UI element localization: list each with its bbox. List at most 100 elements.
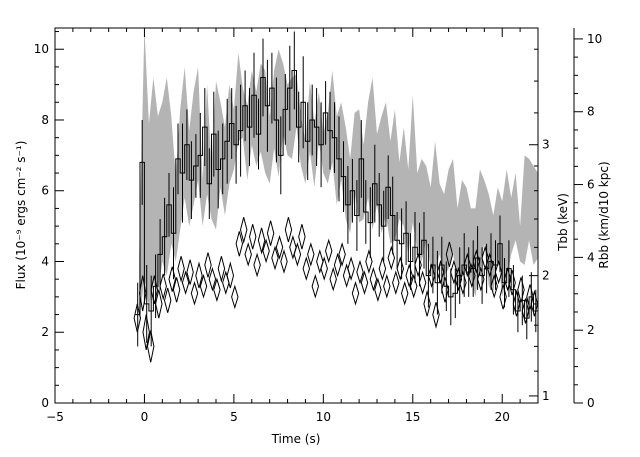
y-tick-label: 10 xyxy=(34,42,49,56)
radius-diamond-point xyxy=(217,256,226,283)
radius-diamond-point xyxy=(427,263,436,289)
radius-diamond-point xyxy=(530,289,539,317)
right-axis-t-title: Tbb (keV) xyxy=(556,193,570,252)
x-tick-label: −5 xyxy=(46,410,64,424)
radius-diamond-point xyxy=(298,224,306,250)
radius-diamond-layer xyxy=(133,217,539,363)
radius-diamond-point xyxy=(150,275,159,305)
radius-diamond-point xyxy=(133,303,142,333)
radius-diamond-point xyxy=(235,231,244,257)
radius-diamond-point xyxy=(190,280,199,306)
radius-diamond-point xyxy=(316,249,324,274)
radius-diamond-point xyxy=(333,252,342,278)
r-tick-label: 0 xyxy=(587,396,595,410)
r-tick-label: 8 xyxy=(587,105,595,119)
t-tick-label: 2 xyxy=(542,269,550,283)
radius-diamond-point xyxy=(365,249,373,274)
radius-diamond-point xyxy=(172,277,181,303)
radius-diamond-point xyxy=(378,256,387,281)
radius-diamond-point xyxy=(253,252,261,278)
radius-diamond-point xyxy=(239,217,248,244)
x-tick-label: 10 xyxy=(316,410,331,424)
radius-diamond-point xyxy=(168,266,176,292)
radius-diamond-point xyxy=(275,234,284,260)
radius-diamond-point xyxy=(414,252,422,278)
radius-diamond-point xyxy=(374,277,382,303)
t-tick-label: 1 xyxy=(542,389,550,403)
radius-diamond-point xyxy=(432,302,440,329)
radius-diamond-point xyxy=(383,273,391,299)
flux-step-line xyxy=(135,70,538,319)
radius-diamond-point xyxy=(490,273,498,299)
radius-diamond-point xyxy=(248,224,257,250)
radius-diamond-point xyxy=(177,256,185,283)
radius-diamond-point xyxy=(146,330,155,363)
radius-diamond-point xyxy=(142,314,150,350)
radius-diamond-point xyxy=(526,284,534,310)
radius-diamond-point xyxy=(338,242,346,267)
radius-diamond-point xyxy=(517,277,525,303)
x-axis-title: Time (s) xyxy=(271,432,321,446)
radius-diamond-point xyxy=(213,277,221,303)
radius-diamond-point xyxy=(405,263,413,289)
x-tick-label: 20 xyxy=(495,410,510,424)
radius-diamond-point xyxy=(347,256,355,281)
radius-diamond-point xyxy=(244,242,252,267)
radius-diamond-point xyxy=(293,242,302,267)
radius-diamond-point xyxy=(512,289,521,317)
radius-diamond-point xyxy=(485,252,494,278)
radius-diamond-point xyxy=(477,266,485,292)
radius-diamond-point xyxy=(311,273,320,299)
radius-diamond-point xyxy=(423,289,431,317)
radius-diamond-point xyxy=(521,298,530,324)
y-tick-label: 4 xyxy=(41,254,49,268)
radius-diamond-point xyxy=(302,256,311,281)
radius-diamond-point xyxy=(360,270,369,296)
radius-diamond-point xyxy=(284,217,293,243)
radius-diamond-point xyxy=(271,245,279,271)
radius-diamond-point xyxy=(320,256,328,281)
radius-diamond-point xyxy=(266,220,275,246)
radius-diamond-point xyxy=(454,266,463,292)
radius-diamond-point xyxy=(441,277,449,303)
radius-diamond-point xyxy=(307,242,315,267)
radius-diamond-point xyxy=(199,273,208,299)
radius-diamond-point xyxy=(450,259,458,285)
radius-diamond-point xyxy=(463,252,472,278)
radius-diamond-point xyxy=(369,266,378,292)
y-tick-label: 6 xyxy=(41,184,49,198)
radius-diamond-point xyxy=(159,273,167,301)
x-tick-label: 0 xyxy=(141,410,149,424)
radius-diamond-point xyxy=(222,270,230,296)
radius-diamond-point xyxy=(396,256,405,281)
radius-diamond-point xyxy=(387,245,396,271)
radius-diamond-point xyxy=(481,245,489,271)
r-tick-label: 4 xyxy=(587,250,595,264)
r-tick-label: 6 xyxy=(587,178,595,192)
radius-diamond-point xyxy=(257,227,266,255)
y-axis-title: Flux (10⁻⁹ ergs cm⁻² s⁻¹) xyxy=(14,141,28,290)
radius-diamond-point xyxy=(262,238,270,264)
radius-diamond-point xyxy=(289,234,297,260)
radius-diamond-point xyxy=(226,261,235,289)
radius-diamond-point xyxy=(409,273,418,299)
radius-diamond-point xyxy=(181,270,190,296)
r-tick-label: 10 xyxy=(587,32,602,46)
radius-diamond-point xyxy=(208,266,217,292)
radius-diamond-point xyxy=(280,249,288,274)
radius-diamond-point xyxy=(459,270,467,296)
right-axis-r-title: Rbb (km/d10 kpc) xyxy=(597,161,611,268)
radius-diamond-point xyxy=(195,261,203,289)
radius-diamond-point xyxy=(472,249,481,274)
radius-diamond-point xyxy=(329,266,337,292)
radius-diamond-point xyxy=(186,259,194,285)
radius-diamond-point xyxy=(155,289,163,319)
radius-diamond-point xyxy=(468,263,476,289)
radius-diamond-point xyxy=(436,259,445,285)
radius-diamond-point xyxy=(324,238,333,264)
t-tick-label: 3 xyxy=(542,138,550,152)
radius-diamond-point xyxy=(204,252,212,278)
radius-diamond-point xyxy=(351,280,360,306)
radius-diamond-point xyxy=(356,259,364,285)
